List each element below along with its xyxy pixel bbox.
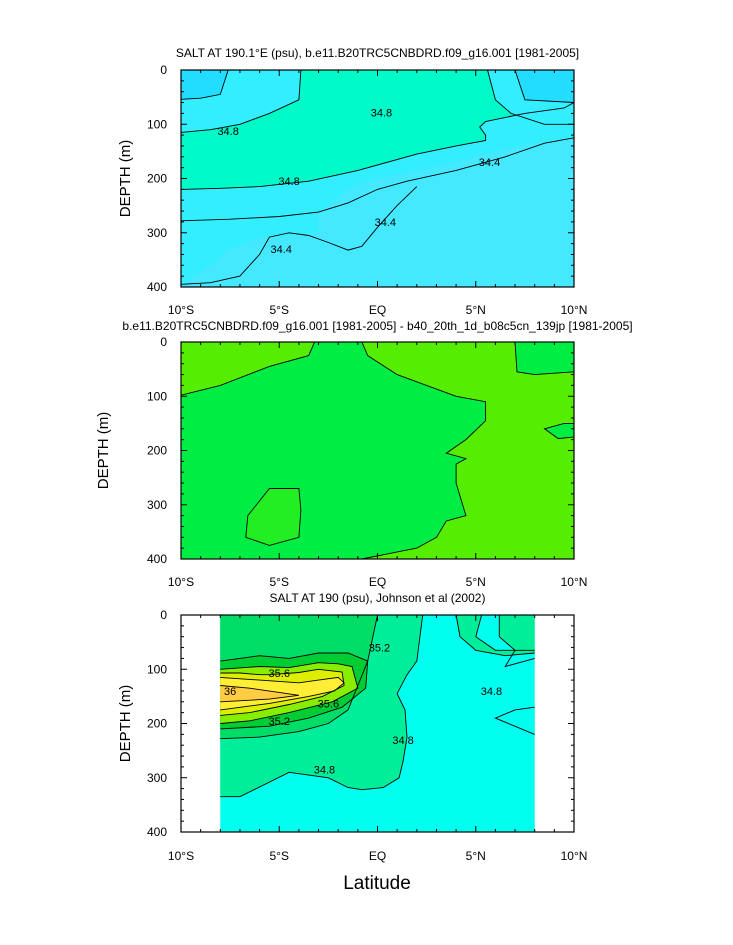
y-tick-label: 200 — [147, 444, 167, 458]
contour-label: 34.4 — [479, 157, 500, 169]
panel-title: SALT AT 190 (psu), Johnson et al (2002) — [270, 591, 486, 605]
contour-label: 34.8 — [481, 686, 502, 698]
contour-label: 34.8 — [278, 176, 299, 188]
x-tick-label: 10°S — [168, 303, 194, 317]
contour-label: 34.8 — [392, 735, 413, 747]
x-tick-label: 5°S — [270, 849, 289, 863]
x-tick-label: 5°N — [466, 575, 486, 589]
contour-label: 34.8 — [217, 126, 238, 138]
y-tick-label: 400 — [147, 280, 167, 294]
contour-label: 34.8 — [314, 765, 335, 777]
y-tick-label: 300 — [147, 226, 167, 240]
x-tick-label: 10°N — [561, 849, 588, 863]
y-tick-label: 200 — [147, 172, 167, 186]
x-axis-label: Latitude — [343, 873, 411, 894]
x-tick-label: EQ — [369, 849, 386, 863]
x-tick-label: 5°N — [466, 303, 486, 317]
contour-fills — [181, 70, 574, 287]
y-axis-label: DEPTH (m) — [117, 685, 134, 763]
x-tick-label: 10°S — [168, 849, 194, 863]
y-tick-label: 0 — [160, 63, 167, 77]
x-tick-label: EQ — [369, 303, 386, 317]
x-tick-label: 10°S — [168, 575, 194, 589]
panel-1: 34.8 34.8 34.8 34.4 34.4 34.4 10°S 5°S EQ 5°N 10°N… — [117, 46, 587, 317]
y-tick-label: 100 — [147, 662, 167, 676]
y-tick-label: 0 — [160, 608, 167, 622]
y-tick-label: 0 — [160, 335, 167, 349]
contour-region — [515, 342, 574, 375]
y-tick-label: 300 — [147, 771, 167, 785]
y-axis-label: DEPTH (m) — [95, 412, 112, 490]
x-tick-label: 5°N — [466, 849, 486, 863]
x-tick-label: 5°S — [270, 575, 289, 589]
contour-label: 35.2 — [269, 716, 290, 728]
contour-label: 35.2 — [369, 643, 390, 655]
y-tick-label: 400 — [147, 552, 167, 566]
y-axis-label: DEPTH (m) — [117, 140, 134, 218]
y-tick-label: 100 — [147, 117, 167, 131]
contour-label: 34.4 — [375, 217, 396, 229]
figure: 34.8 34.8 34.8 34.4 34.4 34.4 10°S 5°S EQ 5°N 10°N… — [0, 0, 733, 945]
panel-title: SALT AT 190.1°E (psu), b.e11.B20TRC5CNBD… — [176, 46, 579, 60]
contour-label: 36 — [224, 686, 236, 698]
contour-label: 34.8 — [371, 107, 392, 119]
contour-label: 34.4 — [271, 244, 292, 256]
contour-label: 35.6 — [269, 668, 290, 680]
y-tick-label: 200 — [147, 717, 167, 731]
panel-title: b.e11.B20TRC5CNBDRD.f09_g16.001 [1981-20… — [122, 319, 632, 333]
x-tick-label: 10°N — [561, 575, 588, 589]
y-tick-label: 300 — [147, 498, 167, 512]
y-tick-label: 100 — [147, 389, 167, 403]
contour-fills — [181, 342, 574, 559]
contour-label: 35.6 — [318, 698, 339, 710]
x-tick-label: 10°N — [561, 303, 588, 317]
y-tick-label: 400 — [147, 825, 167, 839]
x-tick-label: EQ — [369, 575, 386, 589]
x-tick-label: 5°S — [270, 303, 289, 317]
